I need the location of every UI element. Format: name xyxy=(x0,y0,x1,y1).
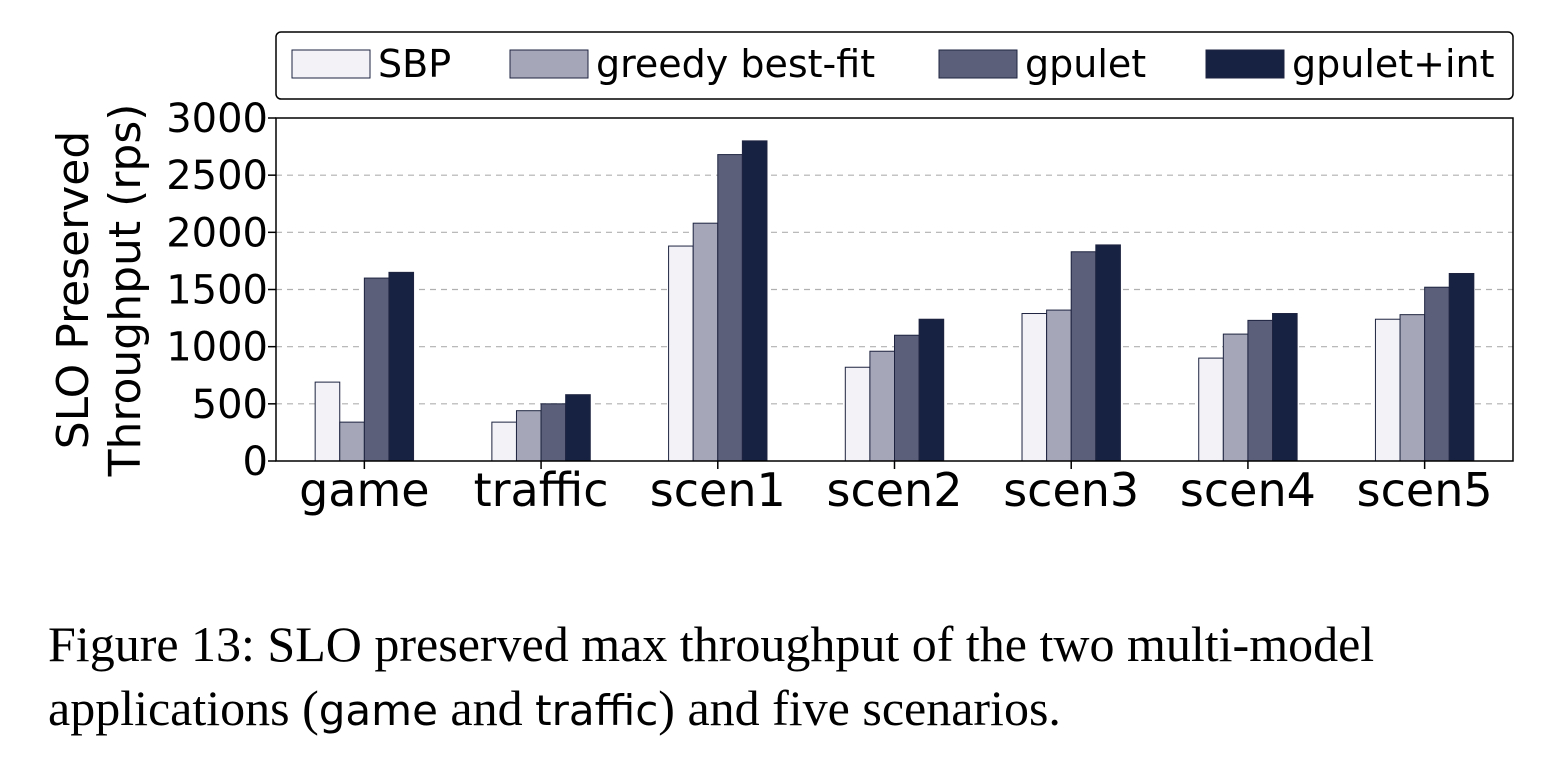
y-tick-label: 3000 xyxy=(166,96,268,142)
bar-game-gpulet xyxy=(363,277,390,462)
y-axis-label: SLO Preserved Throughput (rps) xyxy=(48,104,151,478)
y-tick-label: 2500 xyxy=(166,153,268,199)
bar-scen2-gpulet xyxy=(894,334,920,462)
legend-swatch xyxy=(509,49,589,79)
legend-label: greedy best-fit xyxy=(596,42,875,86)
plot-area: 0 500 1000 1500 2000 2500 3000 game traffic scen… xyxy=(166,96,1514,517)
legend-label: SBP xyxy=(378,42,451,86)
bar-scen5-greedy-best-fit xyxy=(1399,314,1426,462)
bar-scen5-gpulet xyxy=(1424,286,1450,462)
x-axis: game traffic scen1 scen2 scen3 scen4 scen5 xyxy=(299,461,1493,517)
bar-scen1-gpulet xyxy=(717,154,743,462)
chart: SBP greedy best-fit gpulet gpulet+int 0 500 1… xyxy=(48,31,1514,517)
x-tick-label: scen5 xyxy=(1357,463,1493,517)
y-tick-label: 2000 xyxy=(166,210,268,256)
bar-scen4-gpulet xyxy=(1247,319,1274,462)
x-tick-label: scen3 xyxy=(1003,463,1139,517)
legend: SBP greedy best-fit gpulet gpulet+int xyxy=(275,31,1514,100)
bar-scen5-gpulet-int xyxy=(1448,272,1475,462)
y-axis: 0 500 1000 1500 2000 2500 3000 xyxy=(166,96,276,485)
bar-traffic-gpulet-int xyxy=(565,394,591,462)
caption-app-traffic: traffic xyxy=(535,686,659,735)
bar-scen4-greedy-best-fit xyxy=(1222,333,1249,462)
y-tick-label: 0 xyxy=(243,439,268,485)
legend-frame xyxy=(275,31,1514,100)
bar-scen3-gpulet-int xyxy=(1095,244,1121,462)
bar-scen1-sbp xyxy=(668,245,694,462)
bar-scen3-sbp xyxy=(1021,313,1048,462)
y-tick-label: 1500 xyxy=(166,268,268,314)
legend-swatch xyxy=(291,49,371,79)
y-tick-label: 500 xyxy=(192,382,268,428)
bar-scen1-greedy-best-fit xyxy=(692,222,719,462)
x-tick-label: game xyxy=(299,463,430,517)
x-tick-label: traffic xyxy=(474,463,609,517)
caption-text-1: Figure 13: SLO preserved max throughput … xyxy=(48,616,1375,736)
bar-scen3-gpulet xyxy=(1070,251,1097,462)
y-axis-label-line-2: Throughput (rps) xyxy=(100,104,151,478)
bar-game-sbp xyxy=(314,381,341,462)
x-tick-label: scen2 xyxy=(827,463,963,517)
figure-caption: Figure 13: SLO preserved max throughput … xyxy=(48,612,1538,743)
bar-scen2-greedy-best-fit xyxy=(869,350,896,462)
bar-scen3-greedy-best-fit xyxy=(1046,309,1072,462)
legend-swatch xyxy=(1205,49,1285,79)
bar-traffic-greedy-best-fit xyxy=(515,410,542,462)
caption-app-game: game xyxy=(318,686,438,735)
bar-scen2-gpulet-int xyxy=(918,318,945,462)
bar-scen2-sbp xyxy=(844,366,871,462)
y-tick-label: 1000 xyxy=(166,325,268,371)
bar-traffic-sbp xyxy=(491,421,517,462)
caption-text-and: and xyxy=(437,680,536,736)
bar-game-greedy-best-fit xyxy=(339,421,365,462)
legend-label: gpulet+int xyxy=(1292,42,1495,86)
bar-scen4-sbp xyxy=(1198,357,1224,462)
bar-traffic-gpulet xyxy=(540,403,567,462)
legend-swatch xyxy=(938,49,1018,79)
bar-scen5-sbp xyxy=(1374,318,1401,462)
caption-text-2: ) and five scenarios. xyxy=(658,680,1061,736)
bar-scen1-gpulet-int xyxy=(741,140,768,462)
legend-label: gpulet xyxy=(1025,42,1146,86)
x-tick-label: scen4 xyxy=(1180,463,1316,517)
y-axis-label-line-1: SLO Preserved xyxy=(48,131,99,450)
x-tick-label: scen1 xyxy=(650,463,786,517)
bar-scen4-gpulet-int xyxy=(1272,313,1298,462)
bar-game-gpulet-int xyxy=(388,271,415,462)
bars xyxy=(314,140,1475,462)
